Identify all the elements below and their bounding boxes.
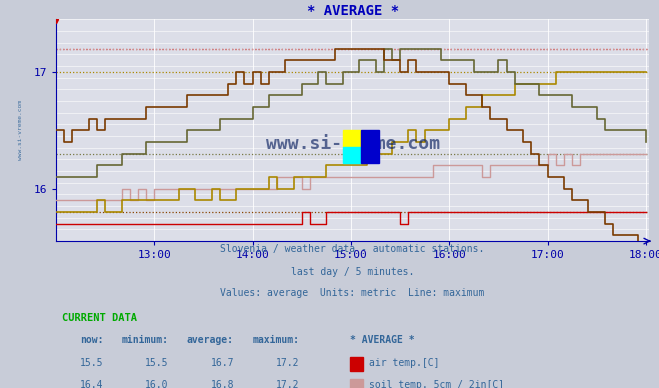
Title: * AVERAGE *: * AVERAGE * [306, 4, 399, 18]
Text: 17.2: 17.2 [275, 358, 299, 368]
Bar [349, 379, 362, 388]
Bar [349, 357, 362, 371]
Text: Values: average  Units: metric  Line: maximum: Values: average Units: metric Line: maxi… [220, 288, 485, 298]
Text: 16.7: 16.7 [210, 358, 234, 368]
Text: minimum:: minimum: [122, 336, 169, 345]
Bar [360, 130, 379, 163]
Text: www.si-vreme.com: www.si-vreme.com [18, 100, 23, 160]
Text: 16.4: 16.4 [80, 380, 103, 388]
Text: www.si-vreme.com: www.si-vreme.com [266, 135, 440, 152]
Bar [343, 147, 360, 163]
Text: last day / 5 minutes.: last day / 5 minutes. [291, 267, 415, 277]
Text: 15.5: 15.5 [80, 358, 103, 368]
Text: now:: now: [80, 336, 103, 345]
Text: average:: average: [187, 336, 234, 345]
Text: 15.5: 15.5 [145, 358, 169, 368]
Text: * AVERAGE *: * AVERAGE * [349, 336, 415, 345]
Text: 17.2: 17.2 [275, 380, 299, 388]
Text: CURRENT DATA: CURRENT DATA [62, 313, 137, 322]
Text: 16.0: 16.0 [145, 380, 169, 388]
Text: air temp.[C]: air temp.[C] [368, 358, 439, 368]
Bar [343, 130, 360, 147]
Text: Slovenia / weather data - automatic stations.: Slovenia / weather data - automatic stat… [220, 244, 485, 254]
Text: soil temp. 5cm / 2in[C]: soil temp. 5cm / 2in[C] [368, 380, 503, 388]
Text: 16.8: 16.8 [210, 380, 234, 388]
Text: maximum:: maximum: [252, 336, 299, 345]
